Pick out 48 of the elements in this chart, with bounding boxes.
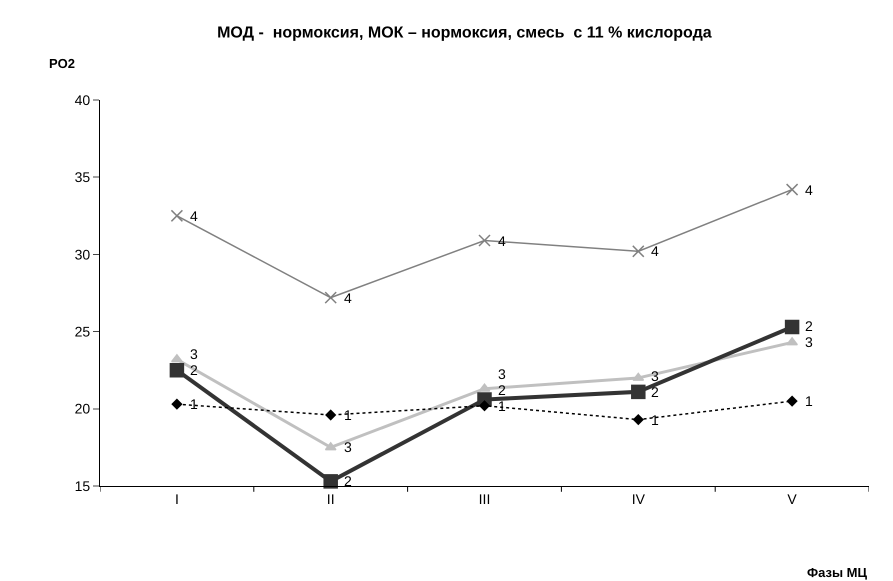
- x-tick-label: I: [174, 490, 179, 507]
- series-label: 2: [498, 382, 506, 398]
- text: 2: [651, 384, 659, 400]
- point: [786, 396, 798, 406]
- text: 2: [805, 318, 813, 334]
- y-tick-label: 20: [74, 400, 90, 417]
- y-tick-label: 25: [74, 324, 90, 340]
- point: [479, 400, 490, 412]
- x-tick-label: II: [326, 490, 335, 507]
- text: 3: [190, 346, 198, 362]
- text: 4: [190, 208, 198, 224]
- y-tick-label: 15: [74, 478, 90, 494]
- text: 4: [498, 233, 506, 249]
- text: 3: [498, 366, 506, 382]
- x-tick-label: III: [478, 490, 490, 507]
- point: [633, 414, 644, 425]
- x-axis-title: Фазы МЦ: [807, 565, 868, 580]
- point: [784, 320, 800, 334]
- point: [478, 234, 491, 247]
- point: [632, 245, 645, 258]
- text: 4: [805, 182, 813, 198]
- point: [172, 398, 182, 410]
- series-label: 1: [344, 407, 352, 423]
- point: [324, 291, 337, 304]
- point: [478, 383, 490, 392]
- y-tick-label: 40: [74, 92, 90, 108]
- point: [170, 362, 184, 378]
- point: [631, 384, 646, 400]
- x-tick-label: V: [787, 490, 798, 507]
- point: [786, 183, 798, 196]
- text: 4: [344, 290, 352, 306]
- y-axis-title: PO2: [49, 56, 76, 71]
- point: [170, 210, 184, 222]
- y-tick-label: 35: [74, 169, 90, 186]
- series-label: 3: [344, 439, 352, 455]
- text: 2: [344, 473, 352, 489]
- series-label: 4: [651, 243, 659, 259]
- text: 3: [805, 334, 813, 350]
- chart-title: МОД - нормоксия, МОК – нормоксия, смесь с 11 % кислорода: [217, 24, 712, 42]
- text: 1: [651, 412, 659, 428]
- point: [325, 410, 336, 420]
- text: 1: [805, 393, 813, 409]
- text: 2: [190, 362, 198, 378]
- x-tick-label: IV: [632, 490, 646, 507]
- y-tick-label: 30: [74, 246, 90, 262]
- text: 3: [651, 368, 659, 384]
- text: 1: [190, 396, 198, 412]
- point: [323, 474, 338, 489]
